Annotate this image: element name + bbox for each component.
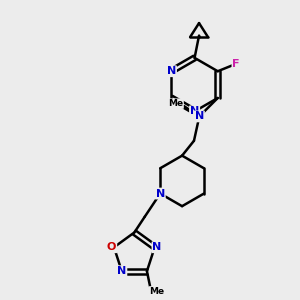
Text: N: N — [117, 266, 126, 276]
Text: N: N — [156, 188, 165, 199]
Text: F: F — [232, 59, 240, 69]
Text: Me: Me — [149, 287, 165, 296]
Text: N: N — [167, 66, 176, 76]
Text: N: N — [195, 111, 204, 122]
Text: N: N — [190, 106, 199, 116]
Text: O: O — [107, 242, 116, 252]
Text: N: N — [152, 242, 162, 252]
Text: Me: Me — [168, 99, 183, 108]
